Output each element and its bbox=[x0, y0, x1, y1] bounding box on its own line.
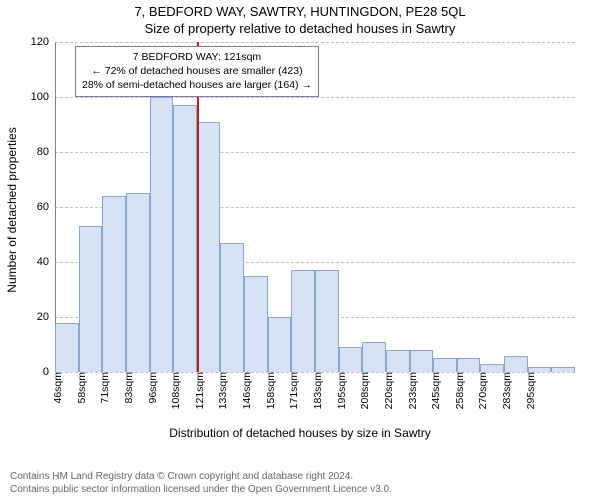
x-tick-label: 270sqm bbox=[471, 372, 489, 409]
annotation-line-3: 28% of semi-detached houses are larger (… bbox=[82, 78, 312, 92]
x-tick-label: 83sqm bbox=[117, 372, 135, 404]
footer-line-2: Contains public sector information licen… bbox=[10, 483, 590, 496]
copyright-footer: Contains HM Land Registry data © Crown c… bbox=[10, 470, 590, 496]
histogram-bar bbox=[268, 317, 292, 372]
x-tick-label: 133sqm bbox=[211, 372, 229, 409]
x-tick-label: 245sqm bbox=[424, 372, 442, 409]
histogram-plot-area: 02040608010012046sqm58sqm71sqm83sqm96sqm… bbox=[55, 42, 575, 372]
histogram-bar bbox=[457, 358, 481, 372]
chart-subtitle: Size of property relative to detached ho… bbox=[0, 21, 600, 38]
y-tick-label: 20 bbox=[37, 311, 55, 323]
histogram-bar bbox=[244, 276, 268, 372]
histogram-bar bbox=[220, 243, 244, 372]
histogram-bar bbox=[433, 358, 457, 372]
x-axis-label: Distribution of detached houses by size … bbox=[0, 426, 600, 440]
annotation-box: 7 BEDFORD WAY: 121sqm← 72% of detached h… bbox=[75, 46, 319, 97]
x-tick-label: 295sqm bbox=[519, 372, 537, 409]
histogram-bar bbox=[197, 122, 221, 372]
x-tick-label: 220sqm bbox=[377, 372, 395, 409]
chart-address-title: 7, BEDFORD WAY, SAWTRY, HUNTINGDON, PE28… bbox=[0, 0, 600, 21]
histogram-bar bbox=[315, 270, 339, 372]
histogram-bar bbox=[339, 347, 363, 372]
histogram-bar bbox=[291, 270, 315, 372]
histogram-bar bbox=[386, 350, 410, 372]
annotation-line-1: 7 BEDFORD WAY: 121sqm bbox=[82, 50, 312, 64]
y-tick-label: 120 bbox=[31, 36, 55, 48]
y-tick-label: 80 bbox=[37, 146, 55, 158]
x-tick-label: 158sqm bbox=[259, 372, 277, 409]
histogram-bar bbox=[102, 196, 126, 372]
y-tick-label: 100 bbox=[31, 91, 55, 103]
x-tick-label: 108sqm bbox=[164, 372, 182, 409]
histogram-bar bbox=[79, 226, 103, 372]
y-tick-label: 60 bbox=[37, 201, 55, 213]
x-tick-label: 58sqm bbox=[70, 372, 88, 404]
histogram-bar bbox=[126, 193, 150, 372]
histogram-bar bbox=[55, 323, 79, 373]
histogram-bar bbox=[150, 97, 174, 372]
x-tick-label: 233sqm bbox=[401, 372, 419, 409]
gridline bbox=[55, 152, 575, 153]
x-tick-label: 146sqm bbox=[235, 372, 253, 409]
histogram-bar bbox=[410, 350, 434, 372]
x-tick-label: 96sqm bbox=[141, 372, 159, 404]
gridline bbox=[55, 97, 575, 98]
x-tick-label: 183sqm bbox=[306, 372, 324, 409]
y-tick-label: 40 bbox=[37, 256, 55, 268]
x-tick-label: 195sqm bbox=[330, 372, 348, 409]
x-tick-label: 208sqm bbox=[353, 372, 371, 409]
x-tick-label: 258sqm bbox=[448, 372, 466, 409]
histogram-bar bbox=[362, 342, 386, 372]
x-tick-label: 283sqm bbox=[495, 372, 513, 409]
histogram-bar bbox=[173, 105, 197, 372]
gridline bbox=[55, 42, 575, 43]
x-tick-label: 121sqm bbox=[188, 372, 206, 409]
x-tick-label: 71sqm bbox=[93, 372, 111, 404]
histogram-bar bbox=[504, 356, 528, 373]
footer-line-1: Contains HM Land Registry data © Crown c… bbox=[10, 470, 590, 483]
y-axis-label: Number of detached properties bbox=[5, 127, 19, 292]
annotation-line-2: ← 72% of detached houses are smaller (42… bbox=[82, 64, 312, 78]
x-tick-label: 171sqm bbox=[282, 372, 300, 409]
x-tick-label: 46sqm bbox=[46, 372, 64, 404]
histogram-bar bbox=[480, 364, 504, 372]
histogram-bar bbox=[551, 367, 575, 373]
